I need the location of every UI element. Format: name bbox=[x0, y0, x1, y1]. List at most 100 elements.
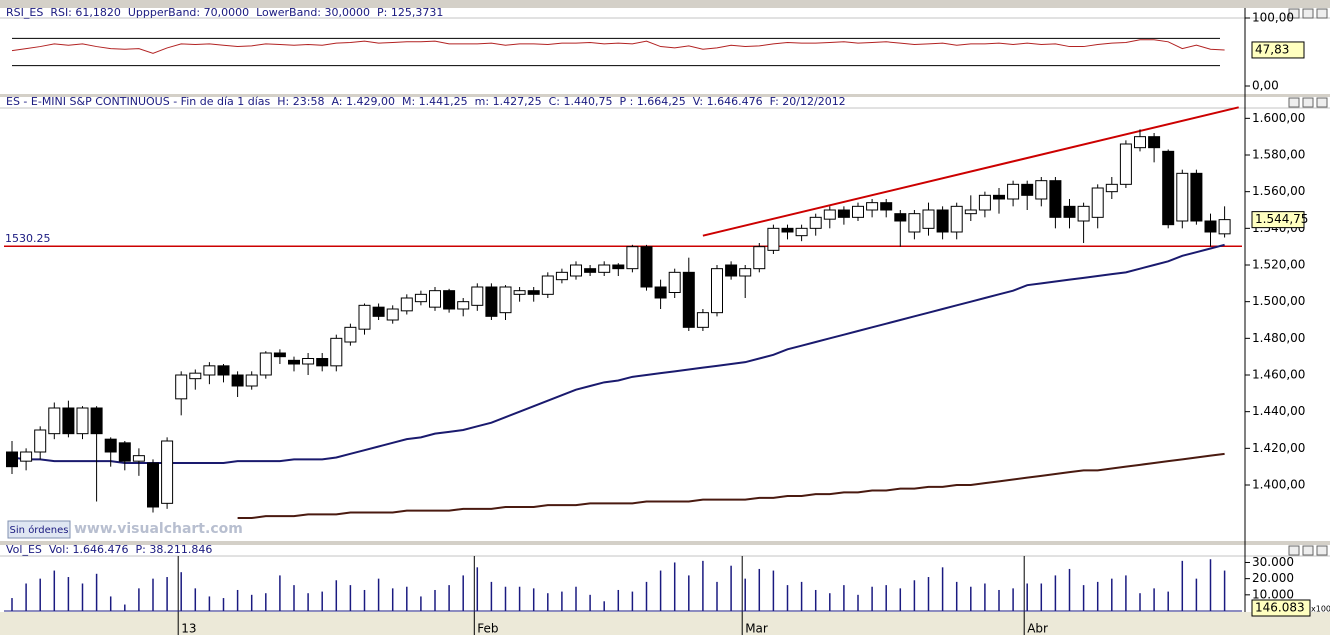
candle-body bbox=[513, 290, 526, 295]
moving-average bbox=[237, 452, 1225, 519]
x-tick-label: Abr bbox=[1027, 622, 1048, 635]
support-label: 1530.25 bbox=[5, 232, 51, 245]
header-text: UppperBand: 70,0000 bbox=[128, 6, 249, 19]
y-tick-label: 1.460,00 bbox=[1252, 368, 1305, 382]
candle-body bbox=[1049, 180, 1062, 218]
button[interactable] bbox=[1288, 545, 1300, 556]
candle-body bbox=[950, 205, 963, 233]
candle-body bbox=[273, 352, 286, 358]
candle-body bbox=[880, 202, 893, 211]
button[interactable] bbox=[1288, 8, 1300, 19]
y-tick-label: 1.400,00 bbox=[1252, 478, 1305, 492]
x-tick-label: Feb bbox=[477, 622, 498, 635]
orders-button-label[interactable]: Sin órdenes bbox=[10, 524, 69, 536]
y-tick-label: 1.440,00 bbox=[1252, 404, 1305, 418]
y-tick-label: 20.000 bbox=[1252, 571, 1294, 585]
candle-body bbox=[993, 194, 1005, 200]
header-text: LowerBand: 30,0000 bbox=[256, 6, 370, 19]
candle-body bbox=[90, 407, 103, 435]
candle-body bbox=[711, 268, 723, 314]
candle-body bbox=[288, 359, 300, 365]
candle-body bbox=[978, 194, 991, 211]
y-tick-label: 1.600,00 bbox=[1252, 111, 1305, 125]
candle-body bbox=[640, 246, 653, 288]
candle-body bbox=[598, 264, 611, 273]
candle-body bbox=[908, 213, 921, 233]
candle-body bbox=[922, 209, 935, 229]
header-text: H: 23:58 bbox=[277, 95, 324, 108]
candle-body bbox=[541, 275, 554, 295]
header-text: V: 1.646.476 bbox=[693, 95, 763, 108]
candle-body bbox=[48, 407, 61, 435]
button[interactable] bbox=[1302, 97, 1314, 108]
y-tick-label: 1.580,00 bbox=[1252, 148, 1305, 162]
candle-body bbox=[76, 407, 89, 435]
header-text: C: 1.440,75 bbox=[549, 95, 613, 108]
button[interactable] bbox=[1316, 545, 1328, 556]
candle-body bbox=[739, 268, 752, 277]
last-value-box bbox=[1251, 211, 1305, 229]
candle-body bbox=[1148, 136, 1161, 149]
candle-body bbox=[837, 209, 850, 218]
button[interactable] bbox=[1302, 8, 1314, 19]
button[interactable] bbox=[1316, 8, 1328, 19]
candle-body bbox=[414, 293, 427, 303]
header-text: P : 1.664,25 bbox=[619, 95, 685, 108]
x-axis-strip bbox=[0, 612, 1330, 635]
candle-body bbox=[217, 365, 230, 376]
candle-body bbox=[457, 301, 470, 310]
last-value-box bbox=[1251, 41, 1305, 59]
candle-body bbox=[1105, 183, 1118, 193]
y-tick-label: 1.560,00 bbox=[1252, 184, 1305, 198]
candle-body bbox=[302, 358, 315, 365]
candle-body bbox=[823, 209, 836, 220]
separator bbox=[0, 94, 1330, 97]
header-text: A: 1.429,00 bbox=[331, 95, 395, 108]
moving-average bbox=[11, 243, 1225, 464]
last-value-box bbox=[1251, 599, 1311, 617]
header-text: M: 1.441,25 bbox=[402, 95, 468, 108]
candle-body bbox=[161, 440, 174, 504]
window-buttons[interactable] bbox=[1288, 8, 1328, 556]
header-text: F: 20/12/2012 bbox=[770, 95, 846, 108]
candle-body bbox=[781, 227, 794, 233]
last-value: 47,83 bbox=[1255, 42, 1289, 56]
candle-body bbox=[795, 227, 808, 237]
y-tick-label: 30.000 bbox=[1252, 555, 1294, 569]
y-tick-label: 100,00 bbox=[1252, 11, 1294, 25]
candle-body bbox=[245, 374, 258, 387]
candle-body bbox=[682, 271, 695, 328]
unit-label: x100 bbox=[1311, 605, 1330, 614]
candle-body bbox=[400, 297, 413, 312]
candle-body bbox=[330, 337, 343, 367]
candle-body bbox=[936, 209, 949, 233]
candle-body bbox=[612, 264, 625, 270]
watermark: www.visualchart.com bbox=[74, 521, 243, 537]
candle-body bbox=[626, 246, 639, 270]
candle-body bbox=[1176, 172, 1189, 222]
candle-body bbox=[485, 286, 498, 317]
candle-body bbox=[132, 455, 145, 462]
candle-body bbox=[584, 268, 597, 273]
header-text: RSI_ES bbox=[6, 6, 43, 19]
y-tick-label: 1.500,00 bbox=[1252, 294, 1305, 308]
header-text: Vol_ES bbox=[6, 543, 42, 556]
frame bbox=[0, 0, 1330, 8]
candle-body bbox=[654, 286, 667, 299]
candle-body bbox=[1218, 219, 1231, 235]
orders-button[interactable] bbox=[7, 520, 71, 539]
x-tick-label: Mar bbox=[745, 622, 768, 635]
candle-body bbox=[443, 290, 456, 310]
x-tick-label: 13 bbox=[181, 622, 196, 635]
button[interactable] bbox=[1288, 97, 1300, 108]
candle-body bbox=[1204, 220, 1217, 233]
candle-body bbox=[1190, 172, 1203, 222]
button[interactable] bbox=[1302, 545, 1314, 556]
candle-body bbox=[894, 213, 907, 222]
candle-body bbox=[316, 358, 329, 367]
button[interactable] bbox=[1316, 97, 1328, 108]
candle-body bbox=[1134, 136, 1146, 149]
candle-body bbox=[259, 352, 272, 376]
candle-body bbox=[1007, 183, 1020, 200]
